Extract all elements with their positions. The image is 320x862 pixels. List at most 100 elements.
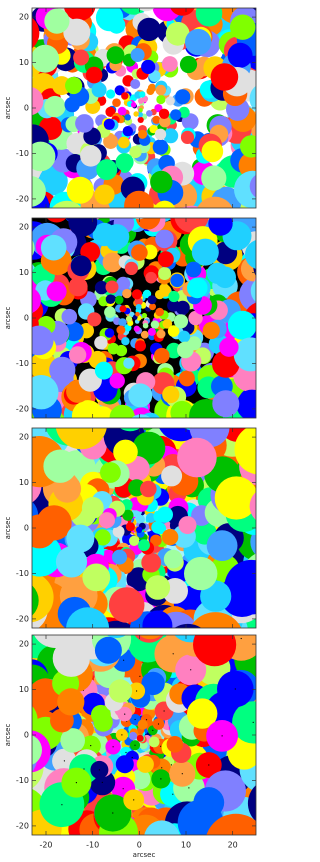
bin-center xyxy=(186,629,187,630)
bin xyxy=(249,174,256,198)
bin xyxy=(173,314,189,329)
bin xyxy=(191,238,219,266)
bin xyxy=(108,587,145,623)
bin-center xyxy=(109,629,110,630)
bin xyxy=(115,755,134,774)
bin-center xyxy=(259,650,260,651)
bin xyxy=(257,739,265,781)
bin xyxy=(170,273,184,288)
bin xyxy=(139,635,162,640)
bin xyxy=(219,337,239,357)
bin xyxy=(112,98,121,107)
bin xyxy=(168,290,180,303)
bin xyxy=(263,697,265,740)
panel: 20 10 0 -10 -20 arcsec xyxy=(0,217,265,419)
bin xyxy=(147,327,156,336)
bin xyxy=(100,462,121,483)
bin xyxy=(130,79,141,89)
bin xyxy=(44,8,70,34)
bin-center xyxy=(188,787,190,789)
bin xyxy=(161,528,179,546)
bin xyxy=(156,329,166,339)
bin xyxy=(0,47,19,83)
bin xyxy=(0,780,29,825)
bin-center xyxy=(160,745,162,747)
bin xyxy=(137,17,161,42)
bin xyxy=(94,529,111,546)
bin xyxy=(151,845,203,862)
bin xyxy=(158,844,197,862)
bin xyxy=(206,530,238,561)
bin xyxy=(202,321,220,340)
x-tick-label: 0 xyxy=(137,841,142,850)
bin xyxy=(105,280,119,294)
bin-center xyxy=(75,782,77,784)
bin xyxy=(61,308,78,325)
bin-center xyxy=(121,734,123,736)
bin xyxy=(108,679,133,703)
bin-center xyxy=(131,756,133,759)
bin xyxy=(230,14,256,40)
bin xyxy=(54,849,94,862)
bin xyxy=(131,414,151,418)
bin xyxy=(40,234,67,261)
bin xyxy=(125,522,135,532)
bin-center xyxy=(112,746,114,748)
bin xyxy=(210,63,239,91)
bin xyxy=(116,276,131,291)
bin xyxy=(159,284,172,297)
bin xyxy=(149,124,158,134)
bin xyxy=(119,428,141,432)
bin xyxy=(107,342,120,355)
y-tick-label: 0 xyxy=(24,104,29,113)
bin xyxy=(33,635,78,648)
bin xyxy=(201,140,224,163)
bin xyxy=(102,252,123,273)
bin xyxy=(151,0,173,7)
bin xyxy=(70,255,92,277)
bin xyxy=(140,480,157,498)
bin-center xyxy=(234,688,236,690)
bin xyxy=(101,837,135,862)
bin xyxy=(85,66,103,84)
bin xyxy=(154,128,167,140)
bin xyxy=(94,636,122,664)
bin xyxy=(107,16,126,34)
bin xyxy=(131,244,148,261)
bin xyxy=(125,315,133,322)
bin xyxy=(128,383,153,408)
bin xyxy=(152,139,169,155)
bin xyxy=(202,0,243,6)
bin xyxy=(167,325,180,337)
bin xyxy=(174,623,202,628)
bin xyxy=(156,0,189,4)
bin xyxy=(259,245,265,280)
bin xyxy=(135,514,145,524)
bin xyxy=(167,299,180,312)
bin xyxy=(247,785,256,822)
bin xyxy=(113,439,138,465)
bin xyxy=(123,357,135,369)
bin xyxy=(0,159,26,197)
bin xyxy=(0,337,12,368)
bin-center xyxy=(136,690,138,692)
bin xyxy=(197,196,233,208)
bin xyxy=(136,526,143,533)
bin xyxy=(32,287,41,313)
bin xyxy=(181,206,198,208)
bin-center xyxy=(181,773,183,775)
bin xyxy=(94,280,109,295)
bin xyxy=(255,736,256,745)
bin xyxy=(62,0,86,7)
bin xyxy=(71,400,104,418)
bin xyxy=(145,271,157,284)
bin xyxy=(129,535,140,547)
bin xyxy=(180,130,195,144)
bin-center xyxy=(133,799,135,801)
bin xyxy=(32,572,54,623)
bin xyxy=(262,280,265,317)
bin xyxy=(81,496,104,519)
bin xyxy=(121,92,129,100)
y-axis-label: arcsec xyxy=(4,724,12,747)
bin xyxy=(263,112,265,150)
